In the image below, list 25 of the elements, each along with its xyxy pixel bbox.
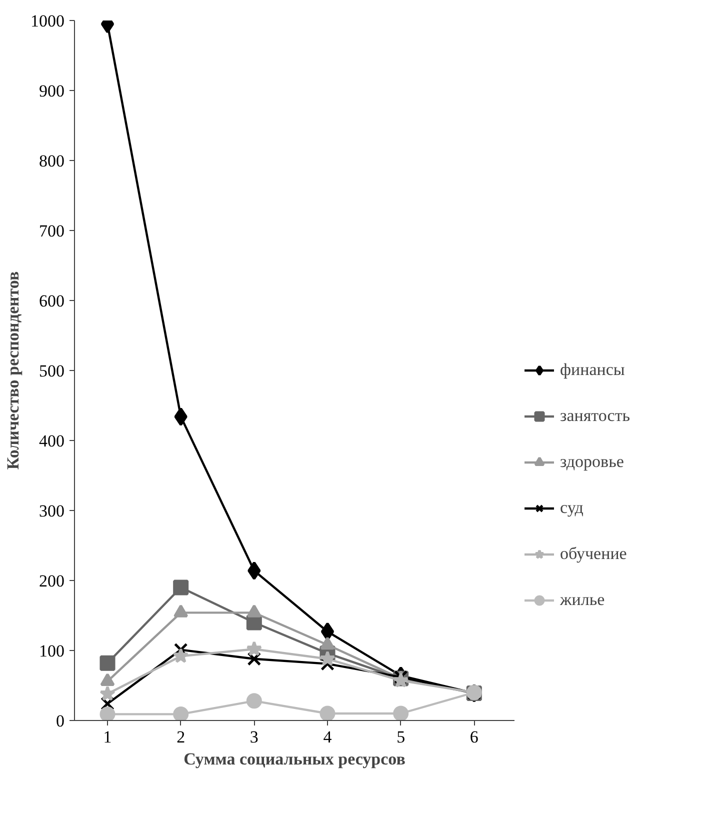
y-tick-label: 700 — [39, 222, 64, 240]
legend-label: обучение — [560, 544, 627, 564]
y-tick-label: 400 — [39, 432, 64, 450]
y-axis-title: Количество респондентов — [4, 271, 22, 470]
x-tick-label: 4 — [323, 728, 332, 746]
legend-label: финансы — [560, 360, 625, 380]
x-axis-title: Сумма социальных ресурсов — [184, 750, 406, 768]
legend-label: жилье — [560, 590, 605, 610]
y-tick-label: 100 — [39, 642, 64, 660]
legend-label: занятость — [560, 406, 630, 426]
y-tick-label: 1000 — [30, 12, 64, 30]
y-tick-label: 200 — [39, 572, 64, 590]
x-tick-label: 3 — [250, 728, 258, 746]
y-tick-label: 300 — [39, 502, 64, 520]
legend-label: суд — [560, 498, 584, 518]
x-tick-label: 2 — [176, 728, 186, 746]
y-tick-label: 600 — [39, 292, 64, 310]
x-tick-label: 5 — [396, 728, 406, 746]
x-tick-label: 6 — [470, 728, 478, 746]
y-tick-label: 900 — [39, 82, 64, 100]
y-tick-label: 800 — [39, 152, 64, 170]
x-tick-label: 1 — [103, 728, 112, 746]
y-tick-label: 500 — [39, 362, 64, 380]
legend-label: здоровье — [560, 452, 624, 472]
y-tick-label: 0 — [56, 712, 64, 730]
